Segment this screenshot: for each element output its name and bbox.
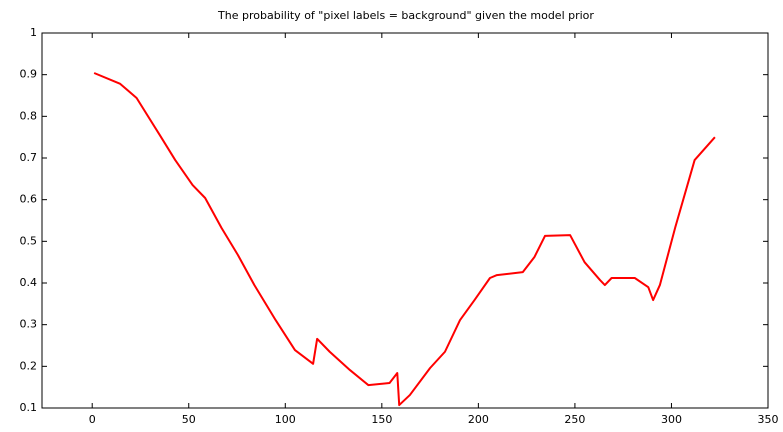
y-tick-label: 0.8: [20, 109, 38, 122]
x-tick-label: 350: [758, 413, 779, 426]
y-tick-label: 0.7: [20, 151, 38, 164]
x-tick-label: 150: [371, 413, 392, 426]
x-tick-label: 100: [275, 413, 296, 426]
y-tick-label: 0.4: [20, 276, 38, 289]
plot-area: [41, 32, 769, 409]
y-tick-label: 0.5: [20, 234, 38, 247]
chart-title: The probability of "pixel labels = backg…: [217, 9, 594, 22]
y-tick-label: 0.6: [20, 193, 38, 206]
y-tick-label: 0.2: [20, 359, 38, 372]
x-tick-label: 50: [182, 413, 196, 426]
y-tick-label: 0.3: [20, 318, 38, 331]
x-tick-label: 0: [89, 413, 96, 426]
line-series: [93, 72, 716, 407]
x-tick-label: 200: [468, 413, 489, 426]
x-tick-label: 300: [661, 413, 682, 426]
y-tick-label: 1: [30, 26, 37, 39]
y-tick-label: 0.1: [20, 401, 38, 414]
y-tick-label: 0.9: [20, 68, 38, 81]
x-tick-label: 250: [564, 413, 585, 426]
